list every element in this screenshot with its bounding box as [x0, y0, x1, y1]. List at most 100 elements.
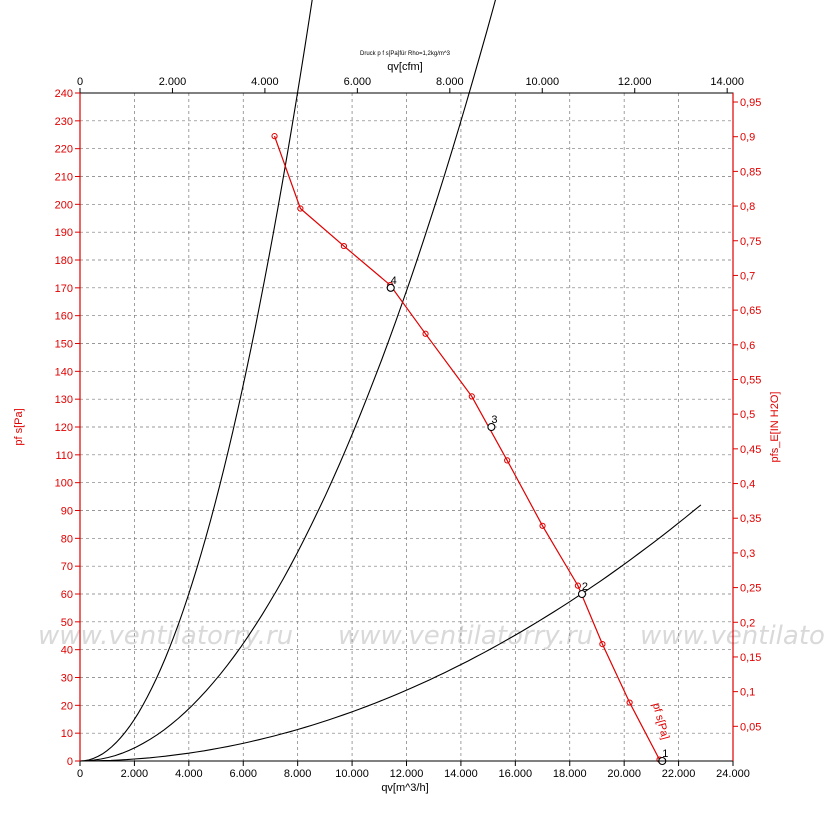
x-top-tick-label: 10.000: [525, 76, 559, 88]
y-tick-label: 100: [55, 478, 73, 490]
y-tick-label: 90: [61, 506, 73, 518]
y-right-tick-label: 0,75: [740, 236, 761, 248]
system-curve-1: [79, 0, 313, 762]
fan-curve-point: [340, 242, 348, 250]
y-tick-label: 20: [61, 700, 73, 712]
y-right-tick-label: 0,05: [740, 721, 761, 733]
x-top-tick-label: 0: [77, 76, 83, 88]
operating-point-2: [577, 589, 587, 599]
y-tick-label: 180: [55, 255, 73, 267]
y-tick-label: 70: [61, 561, 73, 573]
x-top-tick-label: 6.000: [344, 76, 372, 88]
x-tick-label: 6.000: [229, 768, 257, 780]
x-top-tick-label: 14.000: [710, 76, 744, 88]
y-tick-label: 120: [55, 422, 73, 434]
x-tick-label: 0: [77, 768, 83, 780]
watermark-2: www.ventilatorry.ru: [338, 621, 593, 651]
x-axis-label: qv[m^3/h]: [381, 782, 428, 794]
x-top-tick-label: 4.000: [251, 76, 279, 88]
operating-point-label: 4: [391, 275, 397, 287]
x-tick-label: 4.000: [175, 768, 203, 780]
y-right-tick-label: 0,7: [740, 270, 755, 282]
y-axis-label: pf s[Pa]: [13, 408, 25, 445]
y-right-tick-label: 0,6: [740, 340, 755, 352]
x-tick-label: 24.000: [716, 768, 750, 780]
y-tick-label: 210: [55, 172, 73, 184]
fan-curve-point: [539, 522, 546, 529]
fan-curve-point: [626, 699, 633, 706]
y-tick-label: 140: [55, 366, 73, 378]
y-tick-label: 150: [55, 339, 73, 351]
y-right-tick-label: 0,35: [740, 513, 761, 525]
y-tick-label: 200: [55, 199, 73, 211]
operating-point-4: [386, 283, 395, 292]
y-tick-label: 40: [61, 645, 73, 657]
y-tick-label: 50: [61, 617, 73, 629]
y-tick-label: 240: [55, 88, 73, 100]
operating-point-label: 3: [491, 414, 497, 426]
y-right-tick-label: 0,85: [740, 166, 761, 178]
fan-curve-point: [599, 641, 606, 648]
system-curve-3: [80, 504, 702, 762]
system-curve-2: [79, 0, 496, 762]
y-tick-label: 170: [55, 283, 73, 295]
y-right-tick-label: 0,15: [740, 652, 761, 664]
operating-point-3: [487, 422, 496, 432]
y-tick-label: 160: [55, 311, 73, 323]
y-tick-label: 30: [61, 673, 73, 685]
y-tick-label: 220: [55, 144, 73, 156]
fan-curve-label: pf s[Pa]: [650, 702, 671, 741]
x-top-tick-label: 8.000: [436, 76, 464, 88]
y-right-tick-label: 0,45: [740, 444, 761, 456]
y-tick-label: 10: [61, 728, 73, 740]
y-right-tick-label: 0,95: [740, 97, 761, 109]
x-tick-label: 10.000: [335, 768, 369, 780]
y-right-axis-label: pfs_E[IN H2O]: [769, 392, 781, 463]
operating-points: 1 2 3 4: [386, 275, 668, 766]
chart-title: Druck p f s[Pa]für Rho=1,2kg/m^3: [360, 51, 451, 57]
x-tick-label: 14.000: [444, 768, 478, 780]
grid-lines: [80, 93, 733, 761]
fan-curve: pf s[Pa]: [271, 133, 671, 763]
y-tick-label: 80: [61, 533, 73, 545]
x-tick-label: 8.000: [284, 768, 312, 780]
y-tick-label: 190: [55, 227, 73, 239]
fan-curve-point: [297, 205, 304, 212]
y-right-tick-label: 0,1: [740, 687, 755, 699]
fan-curve-point: [422, 330, 429, 337]
x-tick-label: 16.000: [499, 768, 533, 780]
y-right-tick-label: 0,55: [740, 374, 761, 386]
x-top-tick-label: 2.000: [159, 76, 187, 88]
operating-point-label: 2: [582, 581, 588, 593]
fan-curve-point: [504, 457, 511, 464]
y-right-tick-label: 0,5: [740, 409, 755, 421]
fan-curve-point: [271, 133, 278, 140]
x-tick-label: 2.000: [121, 768, 149, 780]
x-tick-label: 12.000: [390, 768, 424, 780]
fan-curve-line: [273, 135, 661, 760]
x-tick-label: 22.000: [662, 768, 696, 780]
operating-point-label: 1: [662, 748, 668, 760]
y-tick-label: 0: [67, 756, 73, 768]
y-right-tick-label: 0,9: [740, 132, 755, 144]
y-right-tick-label: 0,25: [740, 583, 761, 595]
x-top-axis-label: qv[cfm]: [387, 61, 422, 73]
y-right-tick-label: 0,4: [740, 479, 755, 491]
y-right-tick-label: 0,65: [740, 305, 761, 317]
x-tick-label: 20.000: [607, 768, 641, 780]
x-tick-label: 18.000: [553, 768, 587, 780]
y-right-tick-label: 0,2: [740, 617, 755, 629]
x-top-tick-label: 12.000: [618, 76, 652, 88]
system-curves: [79, 0, 702, 762]
y-tick-label: 230: [55, 116, 73, 128]
y-tick-label: 60: [61, 589, 73, 601]
watermark-layer: www.ventilatorry.ru www.ventilatorry.ru ww…: [38, 621, 825, 651]
fan-curve-point: [468, 393, 475, 400]
y-right-tick-label: 0,8: [740, 201, 755, 213]
y-tick-label: 130: [55, 394, 73, 406]
y-tick-label: 110: [55, 450, 73, 462]
y-right-tick-label: 0,3: [740, 548, 755, 560]
fan-curve-point: [574, 582, 582, 589]
axes: 0 2.000 4.000 6.000 8.000 10.000 12.000 14.000 1…: [55, 76, 762, 780]
